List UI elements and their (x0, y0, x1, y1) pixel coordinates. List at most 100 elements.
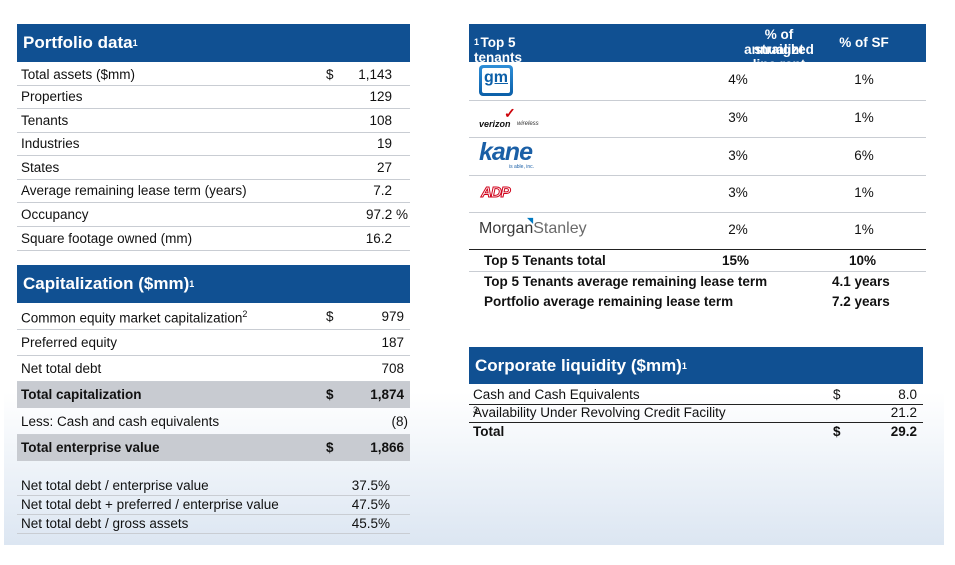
sf-percent: 6% (854, 148, 874, 163)
row-label: Net total debt (21, 361, 102, 376)
ratio-value: 37.5% (351, 478, 390, 493)
top5-avg-lease-label: Top 5 Tenants average remaining lease te… (484, 274, 768, 289)
row-currency: $ (326, 387, 334, 402)
row-value: 8.0 (898, 387, 917, 402)
table-row: Average remaining lease term (years) 7.2 (17, 180, 410, 203)
portfolio-title-footnote: 1 (132, 38, 138, 48)
row-label: Properties (21, 89, 83, 104)
table-row: Occupancy 97.2 % (17, 203, 410, 227)
rent-percent: 2% (728, 222, 748, 237)
tenant-row: kane is able, inc. 3% 6% (469, 137, 926, 176)
total-enterprise-value-row: Total enterprise value $ 1,866 (17, 435, 410, 461)
tenant-row: MorganStanley ◥ 2% 1% (469, 212, 926, 250)
row-currency: $ (833, 387, 841, 402)
table-row: Tenants 108 (17, 109, 410, 133)
rent-column-header: % of annualized straight line rent (744, 27, 814, 72)
portfolio-data-title: Portfolio data (23, 33, 133, 52)
ratio-label: Net total debt / gross assets (21, 516, 189, 531)
liquidity-row: Availability Under Revolving Credit Faci… (469, 405, 923, 423)
row-label: Less: Cash and cash equivalents (21, 414, 220, 429)
rent-percent: 4% (728, 72, 748, 87)
row-label: Tenants (21, 113, 69, 128)
sf-percent: 1% (854, 72, 874, 87)
row-footnote: 2 (242, 309, 248, 319)
row-value: 129 (369, 89, 392, 104)
morgan-stanley-logo: MorganStanley ◥ (479, 216, 587, 237)
capitalization-header: Capitalization ($mm) 1 (17, 265, 410, 303)
capitalization-title: Capitalization ($mm) (23, 274, 190, 293)
row-label: Total (473, 424, 505, 439)
corporate-liquidity-title: Corporate liquidity ($mm) (475, 355, 682, 375)
ratio-label: Net total debt + preferred / enterprise … (21, 497, 279, 512)
row-value: 108 (369, 113, 392, 128)
portfolio-data-table: Total assets ($mm) $ 1,143 Properties 12… (17, 62, 410, 252)
tenants-total-label: Top 5 Tenants total (484, 253, 606, 268)
row-label: Total capitalization (21, 387, 142, 402)
sf-column-header: % of SF (839, 35, 889, 50)
row-label: States (21, 160, 60, 175)
row-value: 708 (381, 361, 404, 376)
row-value: 19 (376, 136, 392, 151)
row-value: (8) (391, 414, 409, 429)
adp-logo: ADP (481, 184, 512, 202)
ratio-value: 47.5% (351, 497, 390, 512)
tenants-total-rent: 15% (722, 253, 750, 268)
top5-avg-lease-value: 4.1 years (832, 274, 890, 289)
row-label: Preferred equity (21, 335, 118, 350)
row-label: Occupancy (21, 207, 89, 222)
row-value: 16.2 (365, 231, 392, 246)
row-currency: $ (326, 67, 334, 82)
rent-percent: 3% (728, 110, 748, 125)
row-label: Square footage owned (mm) (21, 231, 193, 246)
table-row: Common equity market capitalization2 $ 9… (17, 303, 410, 330)
capitalization-table: Common equity market capitalization2 $ 9… (17, 303, 410, 538)
table-row: Total assets ($mm) $ 1,143 (17, 64, 410, 86)
rent-percent: 3% (728, 185, 748, 200)
portfolio-avg-lease-value: 7.2 years (832, 294, 890, 309)
corporate-liquidity-header: Corporate liquidity ($mm) 1 (469, 347, 923, 384)
row-label: Average remaining lease term (years) (21, 183, 247, 198)
row-label: Cash and Cash Equivalents (473, 387, 640, 402)
table-row: Industries 19 (17, 133, 410, 156)
row-label: Common equity market capitalization2 (21, 309, 248, 326)
portfolio-avg-lease-label: Portfolio average remaining lease term (484, 294, 734, 309)
ratio-label: Net total debt / enterprise value (21, 478, 209, 493)
sf-percent: 1% (854, 222, 874, 237)
top-tenants-title: Top 5 tenants 1 (474, 35, 523, 65)
ratio-row: Net total debt / enterprise value 37.5% (17, 477, 410, 496)
row-value: 27 (376, 160, 392, 175)
tenant-row: ✓ verizon wireless 3% 1% (469, 100, 926, 138)
row-value: 1,866 (370, 440, 404, 455)
table-row: Properties 129 (17, 86, 410, 109)
table-row: Preferred equity 187 (17, 330, 410, 356)
table-row: Square footage owned (mm) 16.2 (17, 227, 410, 251)
capitalization-title-footnote: 1 (189, 279, 195, 289)
table-row: States 27 (17, 156, 410, 180)
ratio-row: Net total debt + preferred / enterprise … (17, 496, 410, 515)
table-row: Less: Cash and cash equivalents (8) (17, 408, 410, 435)
liquidity-row: Cash and Cash Equivalents $ 8.0 (469, 386, 923, 405)
row-value: 979 (381, 309, 404, 324)
top-tenants-header: Top 5 tenants 1 % of annualized straight l… (469, 24, 926, 72)
row-label: Total assets ($mm) (21, 67, 136, 82)
verizon-wireless-logo: ✓ verizon wireless (479, 105, 539, 129)
tenant-row: gm 4% 1% (469, 62, 926, 101)
row-currency: $ (326, 440, 334, 455)
sf-percent: 1% (854, 110, 874, 125)
kane-logo: kane is able, inc. (479, 138, 535, 170)
sf-percent: 1% (854, 185, 874, 200)
row-label: Availability Under Revolving Credit Faci… (473, 405, 726, 420)
gm-logo: gm (479, 65, 513, 96)
ratio-value: 45.5% (351, 516, 390, 531)
table-row: Net total debt 708 (17, 356, 410, 382)
row-label: Total enterprise value (21, 440, 160, 455)
liquidity-total-row: Total $ 29.2 (469, 423, 923, 441)
row-value: 187 (381, 335, 404, 350)
liquidity-title-footnote: 1 (681, 360, 687, 371)
tenant-row: ADP 3% 1% (469, 175, 926, 213)
row-value: 7.2 (373, 183, 392, 198)
portfolio-data-header: Portfolio data 1 (17, 24, 410, 62)
tenants-total-row: Top 5 Tenants total 15% 10% (469, 250, 926, 272)
rent-percent: 3% (728, 148, 748, 163)
row-value: 21.2 (890, 405, 917, 420)
